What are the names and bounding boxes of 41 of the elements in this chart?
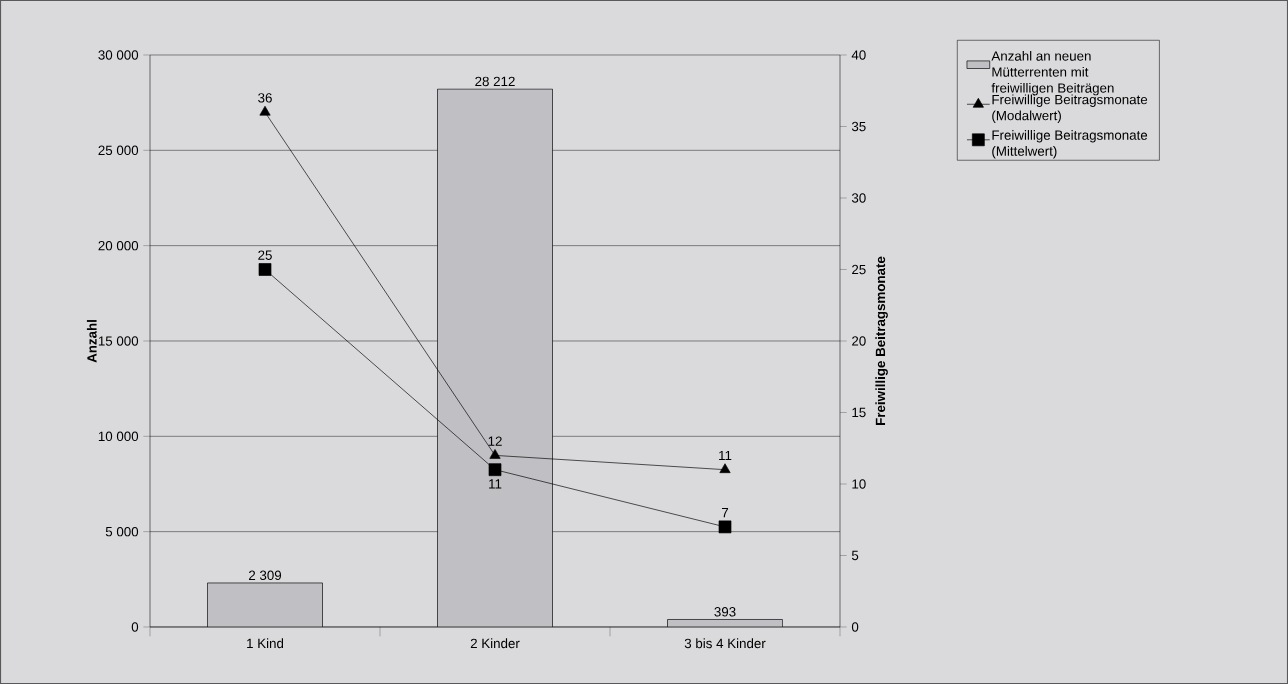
y-tick-label: 30 000: [98, 50, 139, 60]
y2-tick-label: 25: [852, 264, 866, 275]
y2-tick-label: 20: [852, 336, 866, 346]
bar: [207, 582, 323, 627]
x-tick-label: 2 Kinder: [470, 638, 520, 649]
y-tick-label: 5 000: [105, 526, 139, 537]
y-tick-label: 25 000: [98, 145, 139, 156]
y-tick-label: 20 000: [98, 240, 139, 251]
y2-tick-label: 10: [852, 479, 866, 489]
data-label: 2 309: [248, 570, 282, 581]
data-label: 7: [721, 508, 729, 518]
y2-tick-label: 40: [851, 50, 866, 60]
y-axis-title: Anzahl: [86, 320, 97, 363]
x-tick-label: 3 bis 4 Kinder: [684, 638, 766, 649]
point: [489, 449, 501, 459]
point: [718, 520, 732, 534]
y-tick-label: 15 000: [98, 336, 139, 346]
x-tick-label: 1 Kind: [247, 638, 284, 649]
bar: [437, 89, 553, 627]
y-tick-label: 10 000: [98, 431, 139, 442]
point: [258, 263, 272, 276]
point: [259, 105, 271, 116]
point: [719, 463, 731, 474]
y-tick-label: 0: [131, 622, 139, 632]
y2-tick-label: 0: [851, 622, 859, 632]
data-label: 28 212: [475, 76, 515, 87]
data-label: 25: [258, 250, 272, 260]
data-label: 393: [714, 607, 736, 617]
y2-tick-label: 35: [851, 121, 866, 132]
y2-axis-title: Freiwillige Beitragsmonate: [875, 256, 888, 425]
point: [488, 463, 502, 477]
data-label: 11: [489, 479, 502, 489]
y2-tick-label: 30: [851, 193, 866, 203]
legend-label: Freiwillige Beitragsmonate (Modalwert): [992, 94, 1148, 123]
data-label: 12: [488, 436, 502, 446]
data-label: 36: [258, 93, 272, 103]
legend-label: Anzahl an neuen Mütterrenten mit freiwilligen Beiträgen: [991, 50, 1114, 96]
legend-label: Freiwillige Beitragsmonate (Mittelwert): [992, 130, 1148, 159]
y2-tick-label: 15: [852, 407, 866, 418]
y2-tick-label: 5: [851, 550, 859, 561]
data-label: 11: [719, 450, 732, 461]
